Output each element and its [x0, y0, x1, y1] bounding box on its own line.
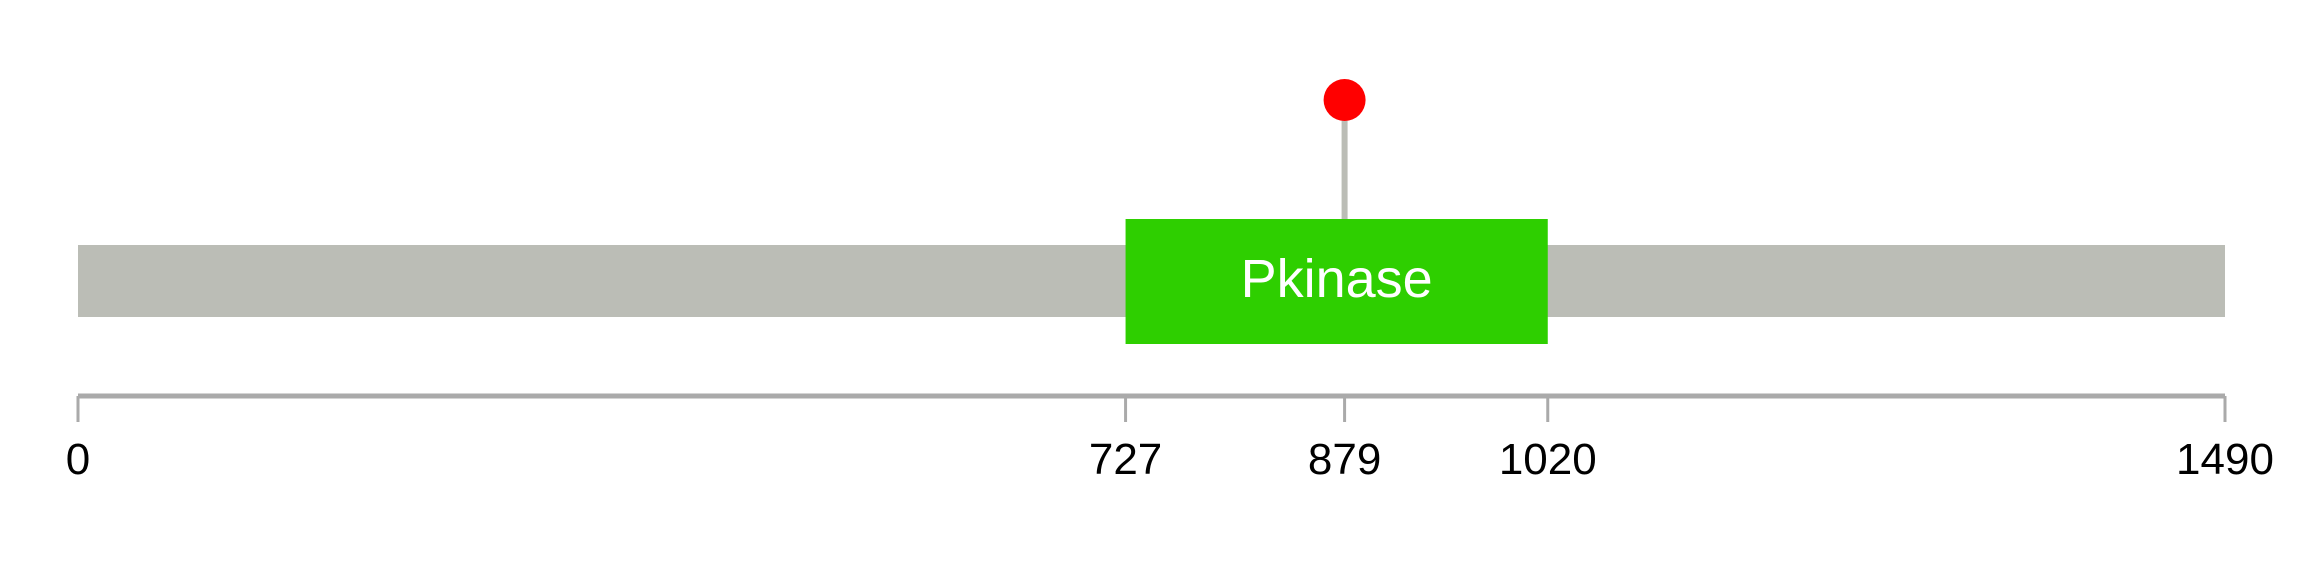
axis-tick-label: 0: [66, 435, 90, 484]
domain-label: Pkinase: [1241, 249, 1433, 309]
domain-box: [1125, 219, 1548, 344]
axis-tick-label: 1490: [2176, 435, 2274, 484]
axis-tick-label: 1020: [1499, 435, 1597, 484]
axis-tick-label: 879: [1308, 435, 1381, 484]
mutation-marker: [1323, 79, 1366, 121]
axis-tick-label: 727: [1089, 435, 1162, 484]
